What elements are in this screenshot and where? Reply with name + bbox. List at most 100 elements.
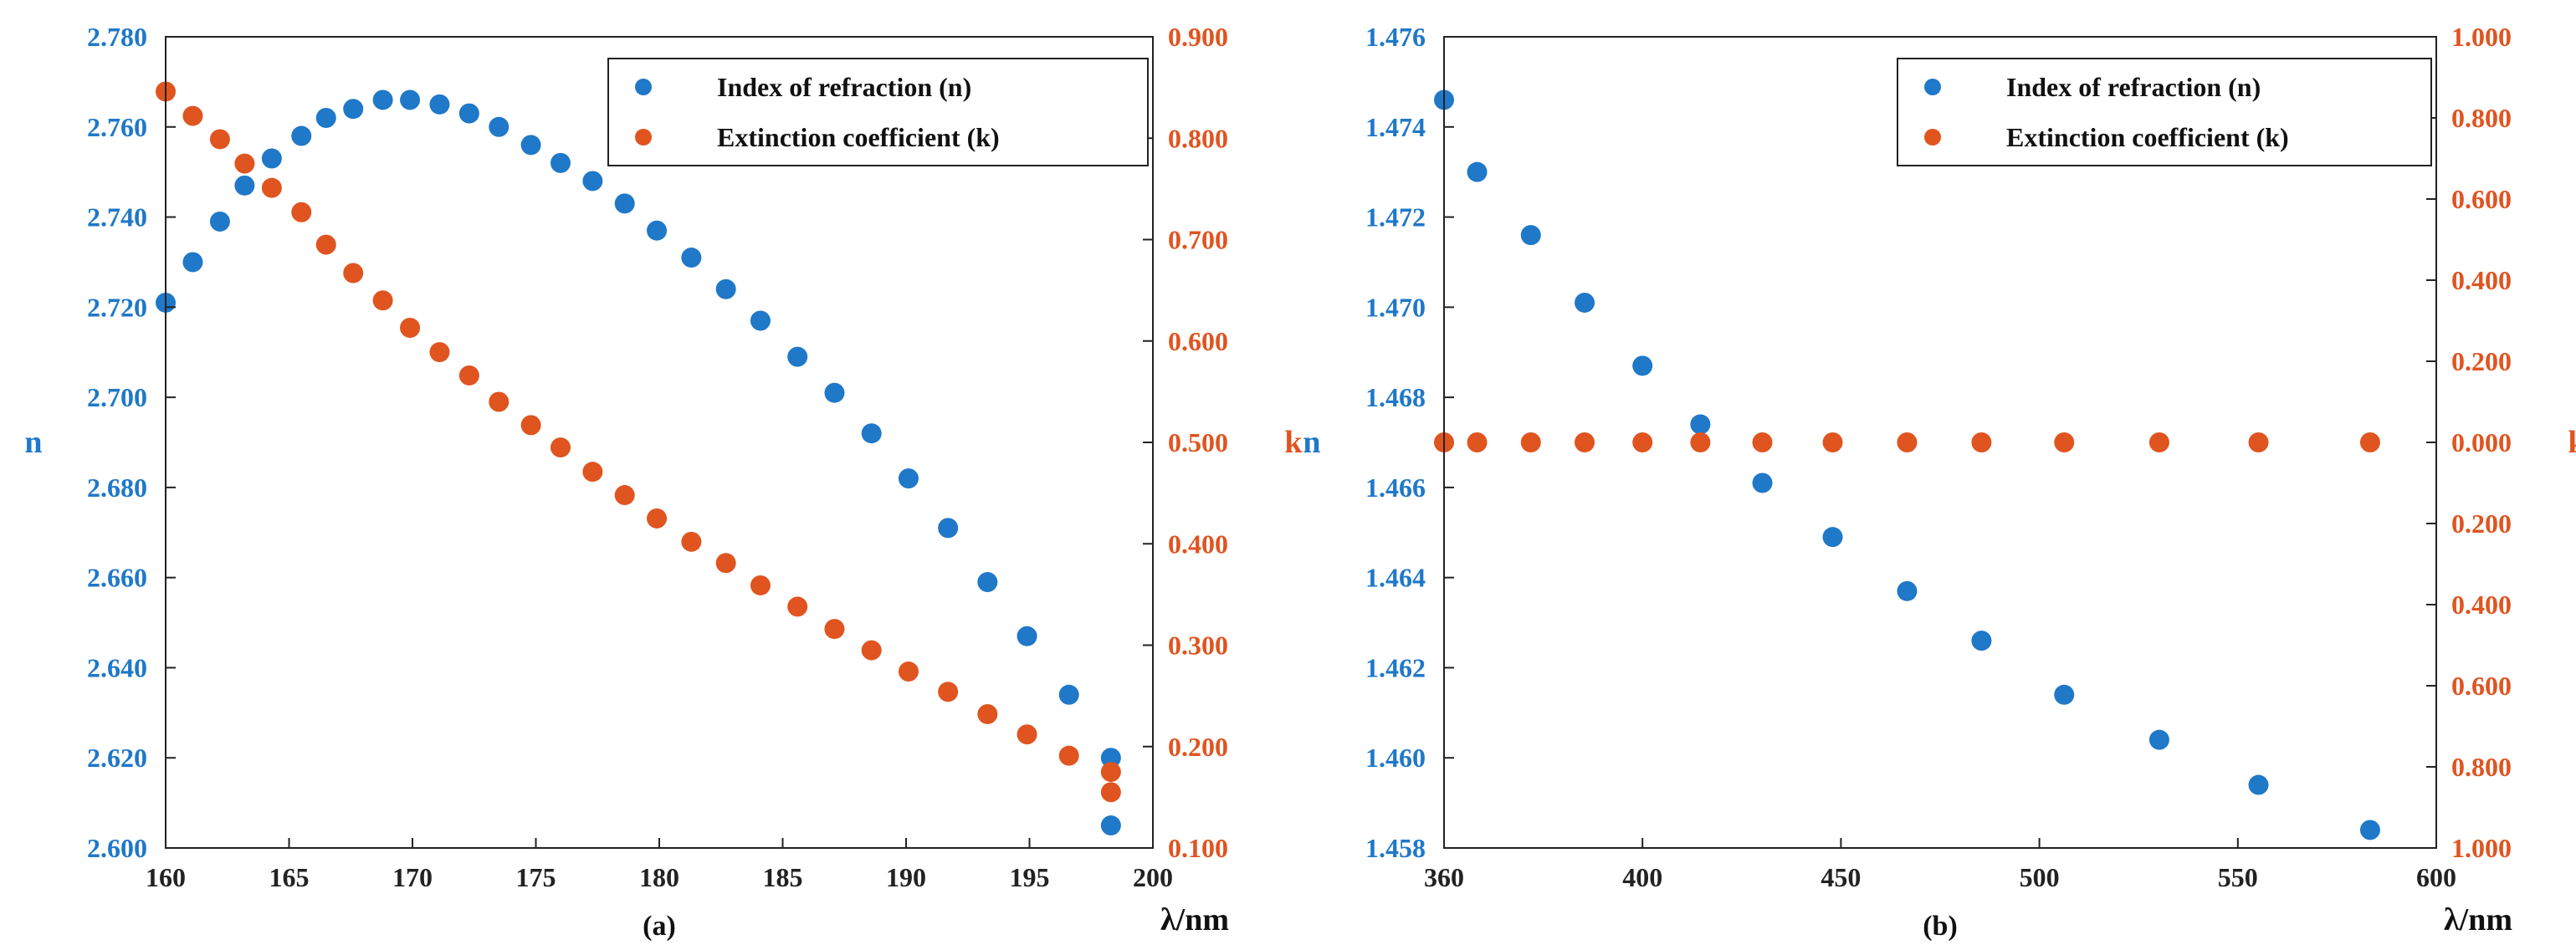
panel-b-left-y-tick-label: 1.470 — [1365, 292, 1426, 322]
panel-b-n-data-point — [2248, 774, 2269, 795]
panel-a-right-y-ticks: 0.100 0.200 0.300 0.400 0.500 0.600 0.700 0.800… — [1143, 22, 1228, 863]
panel-b-x-tick-label: 600 — [2416, 862, 2456, 892]
panel-a-k-data-point — [1058, 745, 1079, 766]
panel-b-right-y-tick-label: 0.400 — [2451, 265, 2512, 295]
panel-b-x-tick-label: 450 — [1821, 862, 1861, 892]
panel-b-left-y-tick-label: 1.460 — [1365, 743, 1426, 773]
panel-a-legend-box — [607, 58, 1149, 166]
panel-a-k-data-point — [824, 619, 845, 640]
panel-b-n-data-point — [2054, 684, 2075, 705]
panel-b-n-data-point — [1822, 527, 1843, 548]
panel-b-n-data-point — [1971, 631, 1992, 651]
panel-a-left-y-tick-label: 2.680 — [87, 472, 147, 503]
panel-a-x-tick-label: 185 — [763, 862, 803, 892]
panel-b-k-data-point — [1520, 432, 1541, 452]
panel-a-n-data-point — [977, 572, 998, 593]
panel-b-right-y-tick-label: 0.000 — [2451, 427, 2512, 457]
panel-a-right-y-tick-label: 0.100 — [1168, 833, 1228, 863]
panel-a-right-y-tick-label: 0.900 — [1168, 22, 1228, 52]
panel-a-k-data-point — [1100, 782, 1121, 803]
panel-a-x-tick-label: 175 — [516, 862, 556, 892]
panel-a-k-data-point — [898, 661, 919, 682]
panel-b-right-y-tick-label: 0.200 — [2451, 508, 2512, 539]
panel-a-n-data-point — [315, 108, 336, 128]
panel-a-left-y-tick-label: 2.720 — [87, 292, 147, 322]
panel-b-x-ticks: 360 400 450 500 550 600 — [1424, 838, 2456, 892]
panel-b-x-axis-title: λ/nm — [2444, 902, 2512, 937]
panel-b-k-data-point — [1575, 432, 1595, 452]
panel-b-k-data-point — [1752, 432, 1773, 452]
panel-b-n-data-point — [1690, 414, 1711, 435]
panel-a-x-tick-label: 180 — [639, 862, 679, 892]
panel-a-k-data-point — [750, 575, 771, 595]
panel-b-data-marks — [1434, 89, 2380, 840]
panel-a-left-y-tick-label: 2.640 — [87, 652, 147, 682]
panel-a-k-data-point — [182, 105, 203, 126]
panel-a-k-data-point — [429, 342, 450, 363]
panel-b-n-data-point — [1467, 161, 1488, 182]
panel-a-k-data-point — [647, 508, 668, 529]
panel-a-n-data-point — [209, 211, 230, 232]
panel-b-n-data-point — [2148, 729, 2169, 750]
panel-b-legend: Index of refraction (n) Extinction coeff… — [1897, 58, 2432, 166]
panel-a-k-data-point — [614, 485, 635, 506]
panel-b-left-y-tick-label: 1.474 — [1365, 112, 1426, 142]
panel-a-n-data-point — [520, 135, 541, 156]
panel-a-n-data-point — [715, 278, 736, 299]
panel-b-plot-frame — [1443, 36, 2437, 849]
panel-a-legend-marker-k — [635, 129, 652, 146]
panel-a-x-tick-label: 195 — [1010, 862, 1050, 892]
panel-a-x-tick-label: 170 — [392, 862, 433, 892]
panel-a-k-data-point — [861, 640, 882, 661]
panel-b-right-y-tick-label: 0.400 — [2451, 590, 2512, 620]
panel-b-n-data-point — [1897, 580, 1918, 601]
panel-b-k-data-point — [2359, 432, 2380, 452]
panel-a-legend-marker-n — [635, 79, 652, 95]
panel-a-n-data-point — [614, 193, 635, 214]
panel-b-k-data-point — [1971, 432, 1992, 452]
panel-b-x-tick-label: 400 — [1622, 862, 1662, 892]
panel-a-left-y-tick-label: 2.700 — [87, 382, 147, 412]
panel-b-right-y-tick-label: 0.800 — [2451, 752, 2512, 782]
panel-b-legend-marker-k — [1924, 129, 1941, 146]
panel-b-right-y-ticks: 1.000 0.800 0.600 0.400 0.200 0.000 0.200 0.400… — [2426, 22, 2512, 863]
panel-a-right-y-tick-label: 0.200 — [1168, 732, 1228, 762]
panel-b-left-y-tick-label: 1.476 — [1365, 22, 1426, 52]
panel-a-right-y-tick-label: 0.400 — [1168, 529, 1228, 559]
panel-b-n-data-point — [1752, 472, 1773, 493]
panel-a-n-data-point — [234, 175, 255, 196]
panel-b-x-tick-label: 360 — [1424, 862, 1464, 892]
panel-a-k-data-point — [261, 177, 282, 198]
panel-a-n-data-point — [400, 89, 421, 110]
panel-a-k-data-point — [343, 263, 364, 283]
panel-a-n-data-point — [1058, 684, 1079, 705]
panel-a-n-data-point — [824, 382, 845, 403]
panel-a-n-data-point — [291, 125, 312, 146]
panel-a-n-data-point — [489, 116, 510, 137]
panel-b-x-tick-label: 500 — [2020, 862, 2060, 892]
panel-b-k-data-point — [1822, 432, 1843, 452]
panel-a-n-data-point — [787, 346, 808, 367]
panel-a-plot-frame — [165, 36, 1154, 849]
panel-a-left-y-axis-title: n — [24, 425, 42, 460]
panel-b-n-data-point — [1632, 355, 1653, 376]
panel-a-right-y-tick-label: 0.300 — [1168, 631, 1228, 661]
panel-a-k-data-point — [291, 202, 312, 222]
panel-b-k-data-point — [1467, 432, 1488, 452]
panel-b-k-data-point — [1690, 432, 1711, 452]
panel-a-k-data-point — [715, 553, 736, 574]
chart-panel-a: 160 165 170 175 180 185 190 195 200 2.6002.6202.… — [24, 22, 1303, 942]
panel-b-left-y-tick-label: 1.464 — [1365, 563, 1426, 593]
panel-b-k-data-point — [1632, 432, 1653, 452]
panel-a-n-data-point — [1017, 626, 1037, 646]
panel-a-right-y-tick-label: 0.500 — [1168, 427, 1228, 457]
panel-b-legend-marker-n — [1924, 79, 1941, 95]
panel-a-n-data-point — [1100, 815, 1121, 836]
panel-a-n-data-point — [343, 99, 364, 120]
panel-b-label: (b) — [1923, 911, 1958, 942]
panel-b-left-y-tick-label: 1.468 — [1365, 382, 1426, 412]
panel-b-right-y-tick-label: 1.000 — [2451, 833, 2512, 863]
panel-a-n-data-point — [551, 152, 571, 173]
panel-a-n-data-point — [582, 171, 603, 192]
